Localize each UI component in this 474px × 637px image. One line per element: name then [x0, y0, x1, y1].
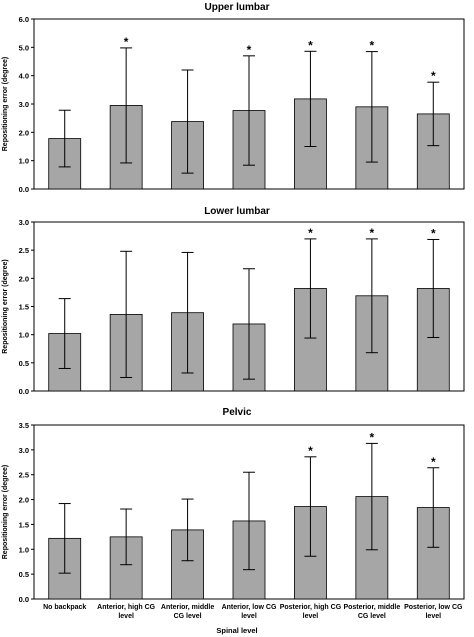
- y-tick-label: 1.5: [19, 520, 29, 529]
- y-tick-label: 2.0: [19, 496, 29, 505]
- significance-marker: *: [370, 430, 375, 444]
- y-tick-label: 0.0: [19, 185, 29, 194]
- y-tick-label: 1.0: [19, 545, 29, 554]
- significance-marker: *: [308, 38, 313, 52]
- y-tick-label: 1.0: [19, 331, 29, 340]
- chart-title: Upper lumbar: [204, 2, 269, 13]
- chart-title: Pelvic: [223, 407, 252, 418]
- y-tick-label: 3.0: [19, 446, 29, 455]
- chart-panel-1: Upper lumbar Repositioning error (degree)…: [2, 2, 465, 194]
- y-tick-label: 0.0: [19, 387, 29, 396]
- y-tick-label: 2.0: [19, 274, 29, 283]
- x-tick-label: Anterior, low CG level: [222, 604, 277, 620]
- x-tick-label: No backpack: [43, 604, 86, 611]
- y-tick-label: 0.5: [19, 359, 29, 368]
- y-tick-label: 3.5: [19, 421, 29, 430]
- chart-panel-3: Pelvic Repositioning error (degree) 0.0 0.5…: [2, 407, 465, 635]
- significance-marker: *: [308, 444, 313, 458]
- y-tick-label: 2.5: [19, 246, 29, 255]
- y-axis-label: Repositioning error (degree): [2, 259, 9, 354]
- y-tick-label: 0.5: [19, 570, 29, 579]
- significance-marker: *: [308, 226, 313, 240]
- y-tick-label: 2.0: [19, 128, 29, 137]
- significance-marker: *: [247, 43, 252, 57]
- y-tick-label: 2.5: [19, 471, 29, 480]
- y-tick-label: 3.0: [19, 100, 29, 109]
- y-tick-label: 0.0: [19, 595, 29, 604]
- significance-marker: *: [431, 69, 436, 83]
- significance-marker: *: [431, 226, 436, 240]
- y-axis-label: Repositioning error (degree): [2, 465, 9, 560]
- x-tick-label: Anterior, middle CG level: [161, 604, 214, 620]
- x-tick-label: Posterior, high CG level: [280, 604, 342, 620]
- y-tick-label: 1.5: [19, 303, 29, 312]
- x-tick-label: Anterior, high CG level: [97, 604, 156, 620]
- significance-marker: *: [370, 39, 375, 53]
- y-tick-label: 5.0: [19, 43, 29, 52]
- x-axis-label: Spinal level: [216, 626, 257, 635]
- significance-marker: *: [370, 226, 375, 240]
- x-tick-label: Posterior, low CG level: [404, 604, 463, 620]
- x-tick-label: Posterior, middle CG level: [343, 604, 400, 620]
- y-tick-label: 4.0: [19, 72, 29, 81]
- chart-title: Lower lumbar: [204, 206, 270, 217]
- y-axis-label: Repositioning error (degree): [2, 57, 9, 152]
- significance-marker: *: [431, 455, 436, 469]
- y-tick-label: 6.0: [19, 15, 29, 24]
- chart-panel-2: Lower lumbar Repositioning error (degree)…: [2, 206, 465, 396]
- significance-marker: *: [124, 35, 129, 49]
- y-tick-label: 3.0: [19, 218, 29, 227]
- y-tick-label: 1.0: [19, 157, 29, 166]
